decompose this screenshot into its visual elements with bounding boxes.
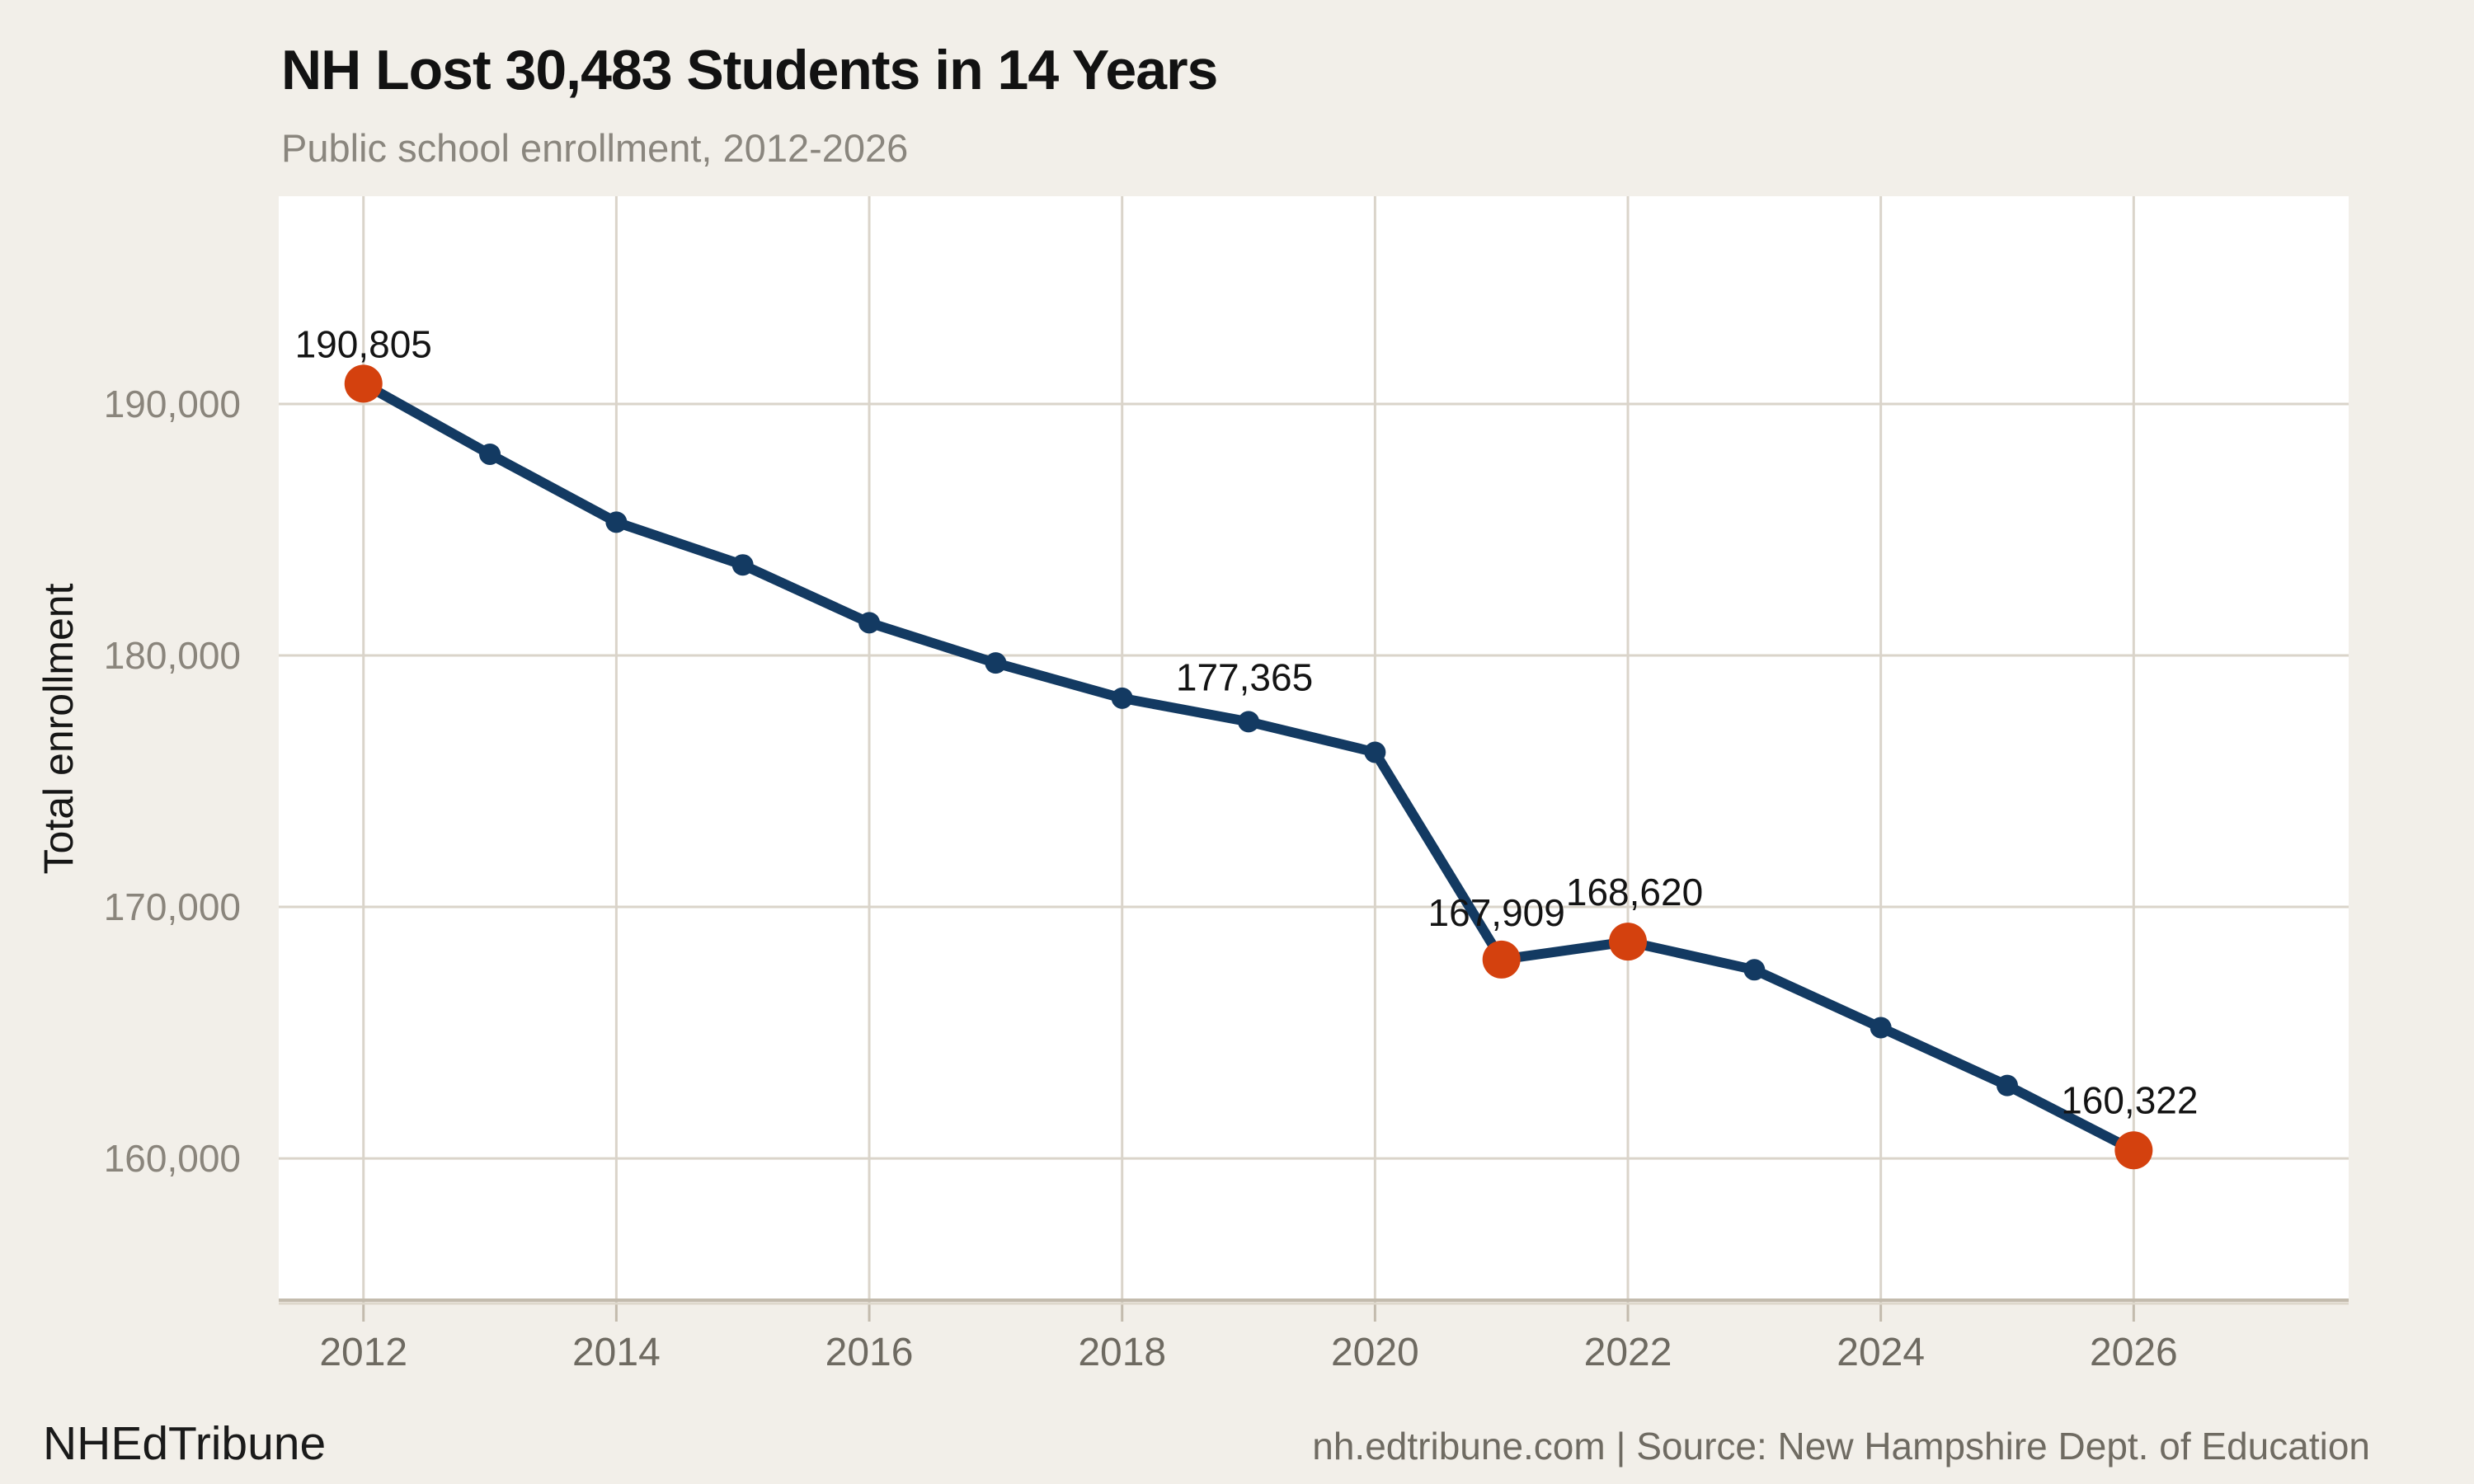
source-attribution: nh.edtribune.com | Source: New Hampshire…: [1312, 1425, 2370, 1468]
data-point: [1997, 1074, 2019, 1097]
data-point: [1870, 1017, 1892, 1039]
x-tick-label: 2024: [1837, 1331, 1925, 1374]
data-point: [858, 612, 881, 634]
data-point-label: 160,322: [2061, 1078, 2198, 1121]
x-tick-label: 2016: [825, 1331, 914, 1374]
y-tick-label: 160,000: [104, 1137, 241, 1180]
x-tick-label: 2014: [572, 1331, 661, 1374]
brand-logo-text: NHEdTribune: [43, 1417, 327, 1470]
x-tick-label: 2018: [1078, 1331, 1166, 1374]
data-point-highlight: [344, 364, 383, 403]
chart-subtitle: Public school enrollment, 2012-2026: [281, 126, 909, 170]
y-tick-label: 190,000: [104, 383, 241, 425]
y-tick-label: 170,000: [104, 885, 241, 928]
data-point-highlight: [1482, 940, 1521, 979]
data-point-label: 168,620: [1566, 871, 1703, 913]
x-tick-label: 2026: [2090, 1331, 2178, 1374]
data-point: [731, 554, 754, 576]
data-point: [1743, 959, 1766, 981]
enrollment-series: [344, 364, 2153, 1170]
data-point-label: 167,909: [1428, 891, 1565, 934]
data-point-labels: 190,805 177,365 167,909 168,620 160,322: [295, 322, 2199, 1121]
axes: 160,000 170,000 180,000 190,000 2012 2014 2016…: [104, 383, 2349, 1374]
data-point: [1238, 711, 1260, 733]
data-point: [479, 443, 501, 465]
y-axis-title: Total enrollment: [35, 583, 82, 874]
data-point: [1111, 687, 1133, 709]
data-point-highlight: [2114, 1131, 2153, 1170]
data-point-highlight: [1609, 923, 1648, 961]
x-tick-label: 2020: [1331, 1331, 1419, 1374]
x-tick-label: 2022: [1584, 1331, 1672, 1374]
y-tick-label: 180,000: [104, 634, 241, 677]
data-point: [985, 652, 1007, 674]
plot-area: [279, 196, 2349, 1298]
plot-background: [279, 196, 2349, 1298]
data-point-label: 177,365: [1176, 655, 1313, 698]
x-tick-label: 2012: [319, 1331, 407, 1374]
data-point-label: 190,805: [295, 322, 432, 365]
chart-title: NH Lost 30,483 Students in 14 Years: [281, 39, 1218, 101]
data-point: [1364, 741, 1386, 763]
data-point: [605, 511, 628, 533]
